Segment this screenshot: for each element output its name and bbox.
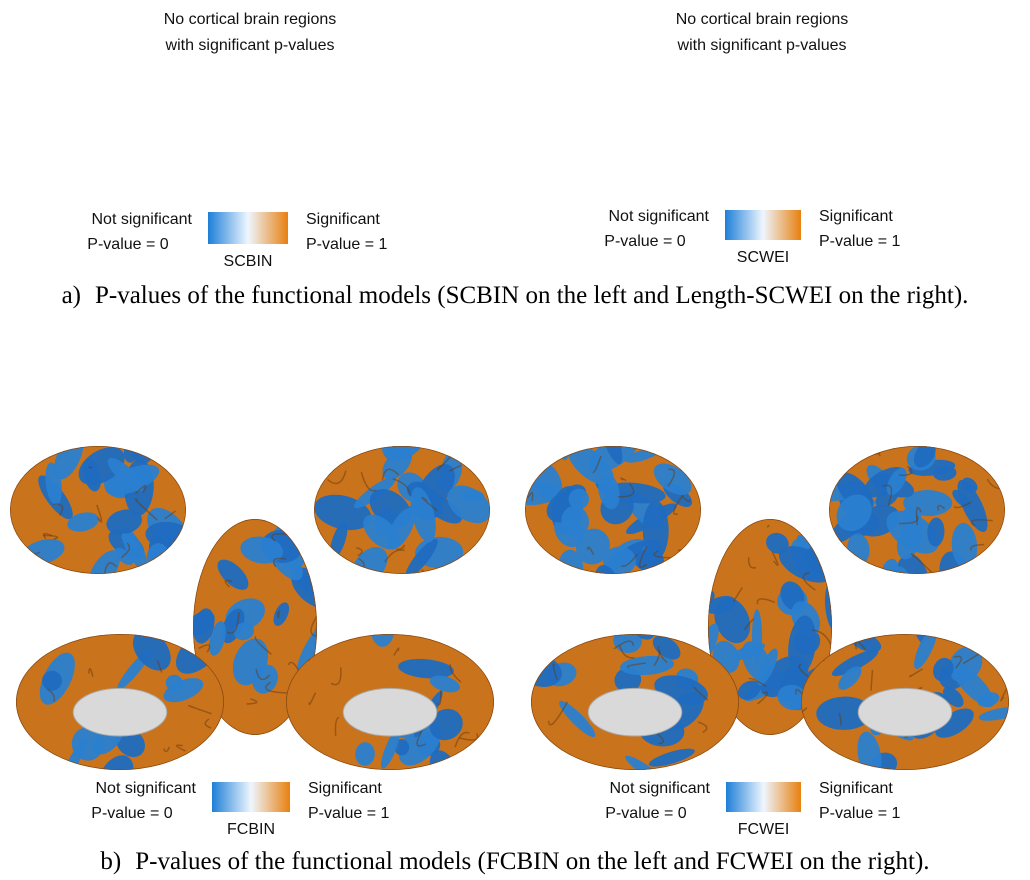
corpus-callosum	[73, 688, 167, 736]
sulcus	[35, 644, 44, 656]
caption-a: a) P-values of the functional models (SCB…	[4, 270, 1026, 322]
low-label: Not significant	[609, 208, 710, 225]
blue-region	[80, 579, 98, 609]
model-label: SCBIN	[224, 253, 273, 270]
brain-view	[507, 412, 701, 612]
high-label: Significant	[306, 211, 380, 228]
sulcus	[41, 763, 58, 767]
sulcus	[680, 455, 688, 468]
note-line: with significant p-values	[677, 37, 847, 54]
blue-region	[341, 602, 363, 625]
sulcus	[690, 640, 699, 645]
high-label: Significant	[819, 208, 893, 225]
caption-text: P-values of the functional models (SCBIN…	[95, 282, 968, 309]
sulcus	[695, 640, 708, 647]
figure: No cortical brain regions with significan…	[0, 0, 1030, 880]
sulcus	[468, 651, 479, 659]
sulcus	[179, 449, 188, 465]
blue-region	[158, 607, 186, 645]
sulcus	[55, 625, 77, 639]
blue-region	[611, 599, 649, 637]
colorbar	[208, 212, 288, 244]
blue-region	[630, 606, 645, 623]
low-value: P-value = 0	[605, 805, 686, 822]
brain-view	[310, 400, 497, 590]
sulcus	[0, 444, 17, 464]
sulcus	[314, 544, 325, 553]
high-label: Significant	[308, 780, 382, 797]
sulcus	[165, 553, 177, 562]
colorbar-legend: Not significant P-value = 0 Significant P-v…	[605, 780, 900, 838]
low-label: Not significant	[610, 780, 711, 797]
caption-b: b) P-values of the functional models (FCB…	[4, 836, 1026, 880]
caption-text: P-values of the functional models (FCBIN…	[135, 848, 929, 875]
sulcus	[805, 513, 814, 533]
colorbar	[726, 782, 801, 812]
note-line: No cortical brain regions	[676, 11, 849, 28]
figure-graphics: No cortical brain regions with significan…	[0, 0, 1030, 880]
colorbar	[212, 782, 290, 812]
sulcus	[509, 448, 529, 463]
sulcus	[481, 639, 498, 646]
brain-view	[0, 429, 199, 609]
corpus-callosum	[343, 688, 437, 736]
sulcus	[447, 758, 460, 765]
note-line: No cortical brain regions	[164, 11, 337, 28]
colorbar	[725, 210, 801, 240]
high-value: P-value = 1	[306, 236, 387, 253]
corpus-callosum	[858, 688, 952, 736]
colorbar-legend: Not significant P-value = 0 Significant P-v…	[87, 211, 387, 270]
high-value: P-value = 1	[819, 805, 900, 822]
model-label: SCWEI	[737, 249, 789, 266]
high-value: P-value = 1	[308, 805, 389, 822]
blue-region	[337, 610, 358, 641]
brain-view	[813, 437, 1009, 616]
low-label: Not significant	[96, 780, 197, 797]
low-value: P-value = 0	[604, 233, 685, 250]
sulcus	[0, 664, 18, 682]
colorbar-legend: Not significant P-value = 0 Significant P-v…	[604, 208, 900, 266]
blue-region	[310, 561, 367, 620]
low-label: Not significant	[92, 211, 193, 228]
high-label: Significant	[819, 780, 893, 797]
sulcus	[335, 443, 349, 450]
sulcus	[34, 649, 41, 653]
sulcus	[998, 554, 1009, 570]
caption-label: b)	[100, 848, 121, 875]
blue-region	[643, 501, 669, 560]
caption-label: a)	[62, 282, 81, 309]
sulcus	[820, 491, 829, 511]
corpus-callosum	[588, 688, 682, 736]
sulcus	[476, 749, 483, 760]
high-value: P-value = 1	[819, 233, 900, 250]
low-value: P-value = 0	[91, 805, 172, 822]
sulcus	[184, 570, 200, 584]
low-value: P-value = 0	[87, 236, 168, 253]
note-line: with significant p-values	[165, 37, 335, 54]
colorbar-legend: Not significant P-value = 0 Significant P-v…	[91, 780, 389, 838]
brain-view	[286, 608, 498, 793]
